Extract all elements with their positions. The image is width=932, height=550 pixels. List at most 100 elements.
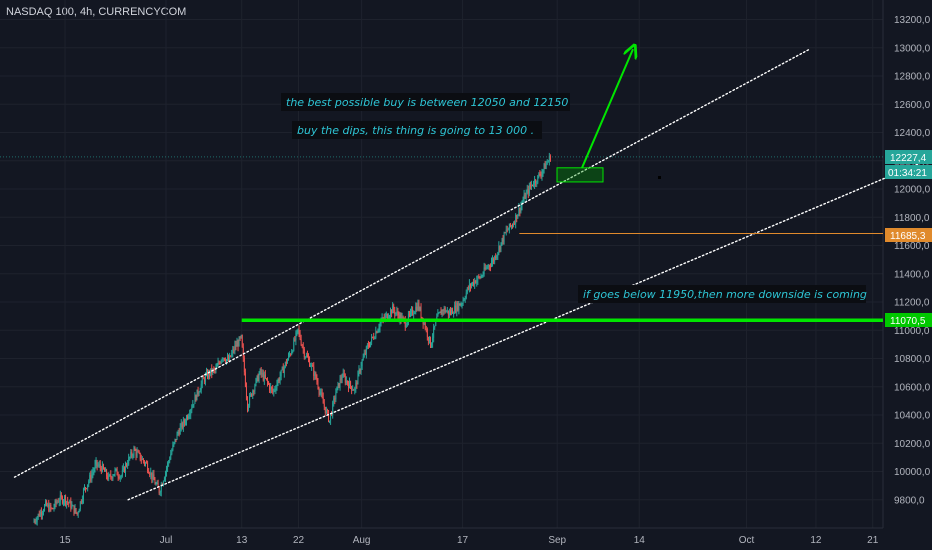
candle-body <box>372 336 374 338</box>
candle-body <box>196 389 198 401</box>
candle-body <box>443 308 445 312</box>
y-tick-label: 10800,0 <box>894 354 931 365</box>
candle-body <box>505 229 507 233</box>
candle-body <box>524 194 526 199</box>
candle-body <box>509 223 511 227</box>
candle-body <box>208 371 210 378</box>
candle-body <box>242 347 244 358</box>
candle-body <box>58 501 60 503</box>
candle-body <box>549 155 551 161</box>
candle-body <box>411 309 413 312</box>
candle-body <box>484 267 486 270</box>
price-axis[interactable]: 9800,0 10000,0 10200,0 10400,0 10600,0 10800,… <box>894 15 931 506</box>
candle-body <box>333 398 335 403</box>
x-tick-label: Sep <box>548 535 566 546</box>
candle-body <box>380 321 382 324</box>
candle-body <box>127 464 129 466</box>
y-tick-label: 11000,0 <box>894 326 930 337</box>
candle-body <box>48 504 50 512</box>
candle-body <box>50 504 52 509</box>
candle-body <box>398 315 400 321</box>
candle-body <box>417 302 419 311</box>
candle-body <box>163 478 165 482</box>
candle-body <box>492 259 493 263</box>
candle-body <box>365 346 367 354</box>
time-axis[interactable]: 15 Jul 13 22 Aug 17 Sep 14 Oct 12 21 <box>59 535 878 546</box>
candle-body <box>256 375 258 379</box>
candle-body <box>60 495 62 497</box>
drawings[interactable] <box>0 49 932 501</box>
candle-body <box>145 462 146 464</box>
candle-body <box>115 468 117 470</box>
candle-body <box>308 357 309 360</box>
candle-body <box>99 464 101 468</box>
candle-body <box>153 474 155 481</box>
candle-body <box>40 511 42 515</box>
candle-body <box>321 392 323 398</box>
candle-body <box>543 164 545 170</box>
candle-body <box>77 512 79 514</box>
candle-body <box>198 392 200 394</box>
candle-body <box>420 307 422 317</box>
countdown-label: 01:34:21 <box>888 168 927 179</box>
candle-body <box>152 474 154 480</box>
candle-body <box>355 382 357 389</box>
candle-body <box>155 483 157 485</box>
candle-body <box>185 422 186 424</box>
candle-body <box>274 389 276 391</box>
candle-body <box>476 280 478 284</box>
candle-body <box>84 487 85 490</box>
candle-body <box>370 341 371 347</box>
candle-body <box>304 356 306 358</box>
price-badges: 12227,4 01:34:21 11685,3 11070,5 <box>885 150 932 327</box>
candle-body <box>168 461 170 463</box>
candle-body <box>129 457 131 459</box>
candle-body <box>522 200 524 204</box>
candle-body <box>377 330 379 333</box>
candle-body <box>531 184 532 187</box>
candle-body <box>412 309 414 315</box>
candle-body <box>351 386 353 391</box>
candle-body <box>482 274 484 276</box>
candle-body <box>517 214 519 219</box>
candle-body <box>306 355 308 358</box>
candle-body <box>221 358 223 361</box>
candle-body <box>93 469 95 472</box>
candle-body <box>395 312 397 315</box>
candle-body <box>175 438 177 440</box>
candle-body <box>501 238 503 243</box>
candle-body <box>430 336 431 348</box>
candle-body <box>219 362 221 364</box>
candle-body <box>88 481 90 485</box>
candle-body <box>335 393 337 400</box>
candle-body <box>473 282 475 285</box>
candle-body <box>130 452 132 458</box>
candle-body <box>75 508 77 513</box>
note-downside[interactable]: if goes below 11950,then more downside i… <box>583 288 867 301</box>
candle-body <box>141 458 143 460</box>
candle-body <box>240 335 242 338</box>
note-buy-dips[interactable]: buy the dips, this thing is going to 13 … <box>297 124 534 137</box>
y-tick-label: 13200,0 <box>894 15 931 26</box>
candle-body <box>319 392 321 394</box>
candle-body <box>182 420 184 428</box>
annotations[interactable]: the best possible buy is between 12050 a… <box>281 93 867 303</box>
note-buy-range[interactable]: the best possible buy is between 12050 a… <box>286 96 568 109</box>
candle-body <box>323 403 325 407</box>
x-tick-label: Jul <box>160 535 173 546</box>
candle-body <box>324 406 326 413</box>
candle-body <box>154 480 156 485</box>
resistance-label: 11685,3 <box>890 231 926 242</box>
candle-body <box>209 371 211 375</box>
candle-body <box>233 349 235 351</box>
candle-body <box>124 467 125 473</box>
candle-body <box>226 359 227 362</box>
candle-body <box>326 409 328 412</box>
candle-body <box>502 238 504 242</box>
candle-body <box>532 184 533 186</box>
candle-body <box>186 416 187 423</box>
candle-body <box>114 469 116 475</box>
candle-body <box>539 173 541 176</box>
x-tick-label: Aug <box>353 535 371 546</box>
